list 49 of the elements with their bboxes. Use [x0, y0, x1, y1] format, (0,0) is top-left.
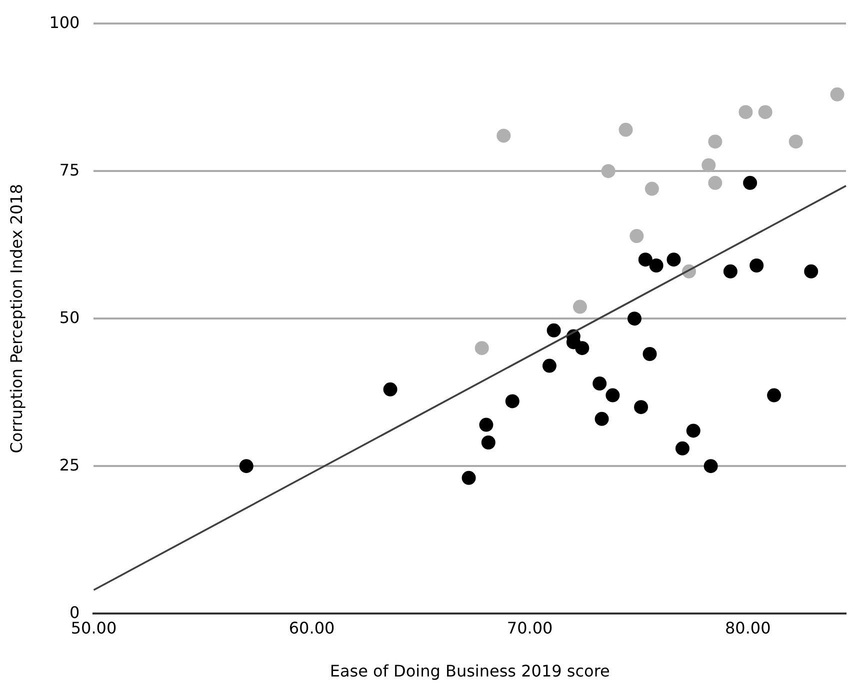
point	[572, 300, 587, 314]
point	[708, 134, 722, 149]
point	[743, 176, 758, 190]
point	[758, 105, 772, 120]
point	[474, 341, 489, 356]
point	[542, 358, 556, 373]
point	[594, 412, 609, 426]
x-tick-label: 70.00	[506, 618, 553, 638]
point	[649, 258, 664, 272]
point	[708, 176, 722, 190]
point	[546, 323, 561, 338]
x-tick-label: 60.00	[288, 618, 335, 638]
point	[666, 252, 681, 267]
point	[481, 436, 496, 450]
point	[627, 312, 642, 326]
point	[644, 182, 659, 196]
point	[702, 158, 716, 172]
y-tick-label: 50	[59, 308, 80, 327]
point	[618, 122, 633, 137]
point	[496, 128, 511, 143]
point	[592, 376, 607, 390]
point	[630, 229, 644, 243]
point	[638, 252, 652, 267]
point	[462, 470, 476, 485]
x-axis-title: Ease of Doing Business 2019 score	[330, 662, 610, 681]
point	[788, 134, 803, 149]
y-tick-label: 100	[49, 12, 80, 32]
x-tick-label: 80.00	[724, 618, 771, 638]
point	[575, 341, 590, 356]
point	[750, 258, 764, 272]
point	[738, 105, 753, 120]
point	[675, 441, 690, 456]
point	[383, 382, 398, 396]
point	[642, 347, 657, 361]
y-tick-label: 75	[59, 160, 80, 180]
point	[634, 400, 648, 414]
point	[479, 418, 494, 432]
point	[704, 459, 718, 474]
point	[723, 264, 738, 278]
point	[830, 87, 844, 102]
point	[804, 264, 818, 278]
point	[601, 164, 616, 178]
y-axis-title: Corruption Perception Index 2018	[6, 184, 26, 454]
point	[606, 388, 620, 402]
point	[686, 424, 700, 438]
y-tick-label: 25	[59, 455, 80, 474]
point	[505, 394, 520, 408]
point	[239, 459, 254, 474]
point	[767, 388, 782, 402]
